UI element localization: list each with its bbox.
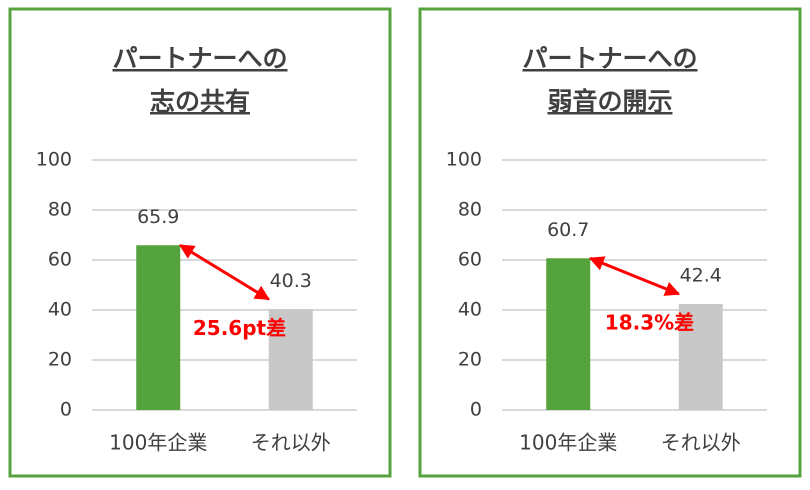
y-tick-label: 20 [458,349,482,371]
x-tick-label: 100年企業 [519,431,617,455]
bar [268,309,313,410]
y-tick-label: 60 [458,249,482,271]
x-tick-label: それ以外 [661,431,741,455]
bar [136,245,181,410]
chart-title: 弱音の開示 [547,87,672,116]
y-tick-label: 40 [458,299,482,321]
chart-title: パートナーへの [522,44,697,73]
chart-title: 志の共有 [150,87,250,116]
panel-border [418,7,802,478]
value-label: 42.4 [680,265,722,287]
y-tick-label: 0 [470,399,482,421]
annotation-arrow [588,256,681,296]
annotation: 25.6pt差 [193,316,286,340]
y-tick-label: 100 [446,149,482,171]
panel-border [8,7,392,478]
y-tick-label: 20 [48,349,72,371]
y-tick-label: 80 [48,199,72,221]
value-label: 60.7 [547,219,589,241]
x-tick-label: それ以外 [251,431,331,455]
y-tick-label: 100 [36,149,72,171]
annotation-arrow [178,243,271,301]
y-tick-label: 0 [60,399,72,421]
value-label: 40.3 [270,270,312,292]
value-label: 65.9 [137,206,179,228]
x-tick-label: 100年企業 [109,431,207,455]
chart-title: パートナーへの [112,44,287,73]
y-tick-label: 80 [458,199,482,221]
y-tick-label: 60 [48,249,72,271]
annotation: 18.3%差 [605,311,694,335]
bar [546,258,591,410]
bar [678,304,723,410]
y-tick-label: 40 [48,299,72,321]
